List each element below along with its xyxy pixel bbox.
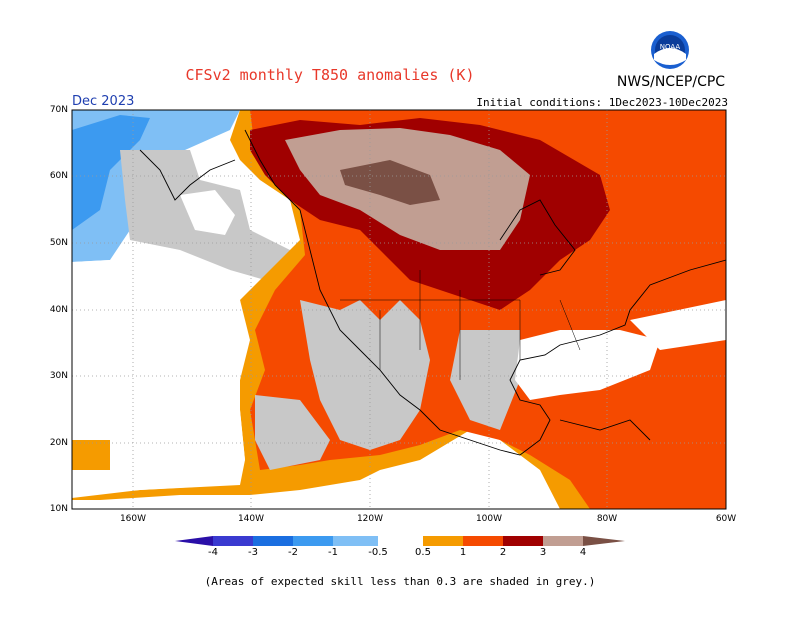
lat-label: 50N [49,238,68,248]
colorbar [175,536,625,546]
lat-label: 10N [49,504,68,514]
forecast-month: Dec 2023 [72,94,135,109]
lon-label: 160W [119,514,147,524]
colorbar-label: 2 [499,547,507,558]
noaa-logo: NOAA [651,31,689,69]
colorbar-label: -0.5 [368,547,388,558]
lat-label: 20N [49,438,68,448]
lat-label: 70N [49,105,68,115]
colorbar-label: -1 [328,547,338,558]
colorbar-label: -2 [288,547,298,558]
colorbar-label: 3 [539,547,547,558]
lat-label: 40N [49,305,68,315]
lat-label: 60N [49,171,68,181]
colorbar-label: 4 [579,547,587,558]
anomaly-field [72,110,726,509]
map-title: CFSv2 monthly T850 anomalies (K) [185,66,475,84]
agency-label: NWS/NCEP/CPC [616,74,726,90]
initial-conditions: Initial conditions: 1Dec2023-10Dec2023 [476,96,728,109]
colorbar-label: -3 [248,547,258,558]
colorbar-label: 0.5 [415,547,431,558]
lon-label: 80W [596,514,618,524]
skill-footnote: (Areas of expected skill less than 0.3 a… [204,575,596,588]
lon-label: 100W [475,514,503,524]
lon-label: 140W [237,514,265,524]
lat-label: 30N [49,371,68,381]
lon-label: 120W [356,514,384,524]
colorbar-label: -4 [208,547,218,558]
colorbar-label: 1 [459,547,467,558]
svg-text:NOAA: NOAA [660,43,681,51]
lon-label: 60W [715,514,737,524]
